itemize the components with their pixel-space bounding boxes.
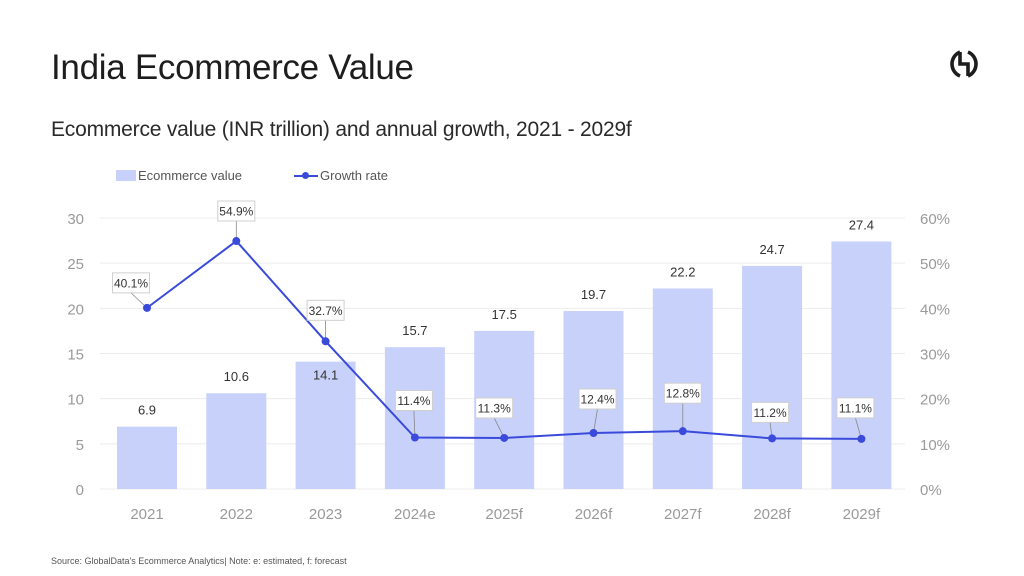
y-left-tick-label: 15 [67, 347, 84, 364]
x-tick-label: 2022 [220, 506, 253, 523]
chart-legend: Ecommerce value Growth rate [116, 168, 440, 183]
bar-value-label: 14.1 [313, 368, 338, 383]
callout-box [112, 272, 150, 294]
chart-subtitle: Ecommerce value (INR trillion) and annua… [51, 118, 632, 141]
bar-value-label: 22.2 [670, 264, 695, 279]
x-tick-label: 2027f [664, 506, 702, 523]
bar-2024e [384, 347, 445, 489]
x-tick-label: 2028f [753, 506, 791, 523]
y-right-tick-label: 0% [920, 482, 942, 499]
bar-value-label: 19.7 [581, 287, 606, 302]
bar-2029f [831, 241, 892, 489]
growth-point-2028f [768, 434, 777, 443]
callout-box [306, 299, 345, 321]
growth-value-label: 54.9% [219, 205, 253, 219]
callout-leader [413, 410, 416, 438]
x-tick-label: 2023 [309, 506, 342, 523]
bar-value-label: 24.7 [759, 242, 784, 257]
bar-value-label: 27.4 [849, 217, 874, 232]
x-tick-label: 2025f [485, 506, 523, 523]
growth-value-label: 40.1% [114, 276, 148, 290]
x-tick-label: 2024e [394, 506, 436, 523]
bar-value-label: 15.7 [402, 323, 427, 338]
bar-2023 [295, 361, 356, 489]
callout-box [663, 382, 702, 404]
y-right-tick-label: 50% [920, 256, 950, 273]
globaldata-logo-icon [950, 50, 978, 78]
y-left-tick-label: 20 [67, 301, 84, 318]
page-title: India Ecommerce Value [51, 48, 414, 87]
growth-point-2025f [500, 433, 509, 442]
y-left-tick-label: 10 [67, 392, 84, 409]
bar-value-label: 6.9 [138, 403, 156, 418]
growth-value-label: 12.4% [580, 392, 614, 406]
line-marker-icon [294, 170, 319, 182]
callout-leader [593, 408, 598, 434]
callout-box [475, 397, 514, 419]
growth-value-label: 12.8% [666, 387, 700, 401]
y-left-tick-label: 0 [76, 482, 84, 499]
growth-point-2026f [589, 428, 598, 437]
growth-value-label: 11.1% [839, 401, 872, 415]
bar-2028f [742, 265, 803, 489]
growth-point-2023 [321, 337, 330, 346]
y-right-tick-label: 10% [920, 437, 950, 454]
legend-label: Growth rate [320, 168, 388, 183]
legend-item-ecommerce-value[interactable]: Ecommerce value [116, 168, 242, 183]
callout-box [836, 397, 875, 419]
callout-box [217, 200, 256, 222]
callout-box [394, 390, 433, 412]
bar-2021 [117, 426, 177, 489]
y-left-tick-label: 30 [67, 211, 84, 228]
legend-item-growth-rate[interactable]: Growth rate [294, 168, 388, 183]
growth-value-label: 32.7% [309, 304, 343, 318]
y-right-tick-label: 60% [920, 211, 950, 228]
growth-point-2021 [143, 303, 151, 312]
x-tick-label: 2029f [843, 506, 881, 523]
x-tick-label: 2021 [130, 506, 163, 523]
y-right-tick-label: 30% [920, 347, 950, 364]
y-left-tick-label: 5 [76, 437, 84, 454]
source-note: Source: GlobalData's Ecommerce Analytics… [51, 556, 347, 566]
y-right-tick-label: 20% [920, 392, 950, 409]
growth-point-2029f [857, 434, 866, 443]
x-tick-label: 2026f [575, 506, 613, 523]
bar-value-label: 10.6 [224, 369, 249, 384]
growth-value-label: 11.4% [397, 394, 430, 408]
growth-value-label: 11.3% [478, 401, 511, 415]
y-left-tick-label: 25 [67, 256, 84, 273]
legend-label: Ecommerce value [138, 168, 243, 183]
bar-2022 [206, 393, 267, 489]
callout-box [751, 401, 790, 423]
bar-swatch-icon [116, 170, 136, 181]
growth-point-2027f [678, 427, 687, 436]
growth-value-label: 11.2% [754, 406, 787, 420]
bar-value-label: 17.5 [492, 307, 517, 322]
growth-point-2024e [410, 433, 419, 442]
growth-point-2022 [232, 237, 241, 246]
callout-box [578, 388, 617, 410]
y-right-tick-label: 40% [920, 301, 950, 318]
